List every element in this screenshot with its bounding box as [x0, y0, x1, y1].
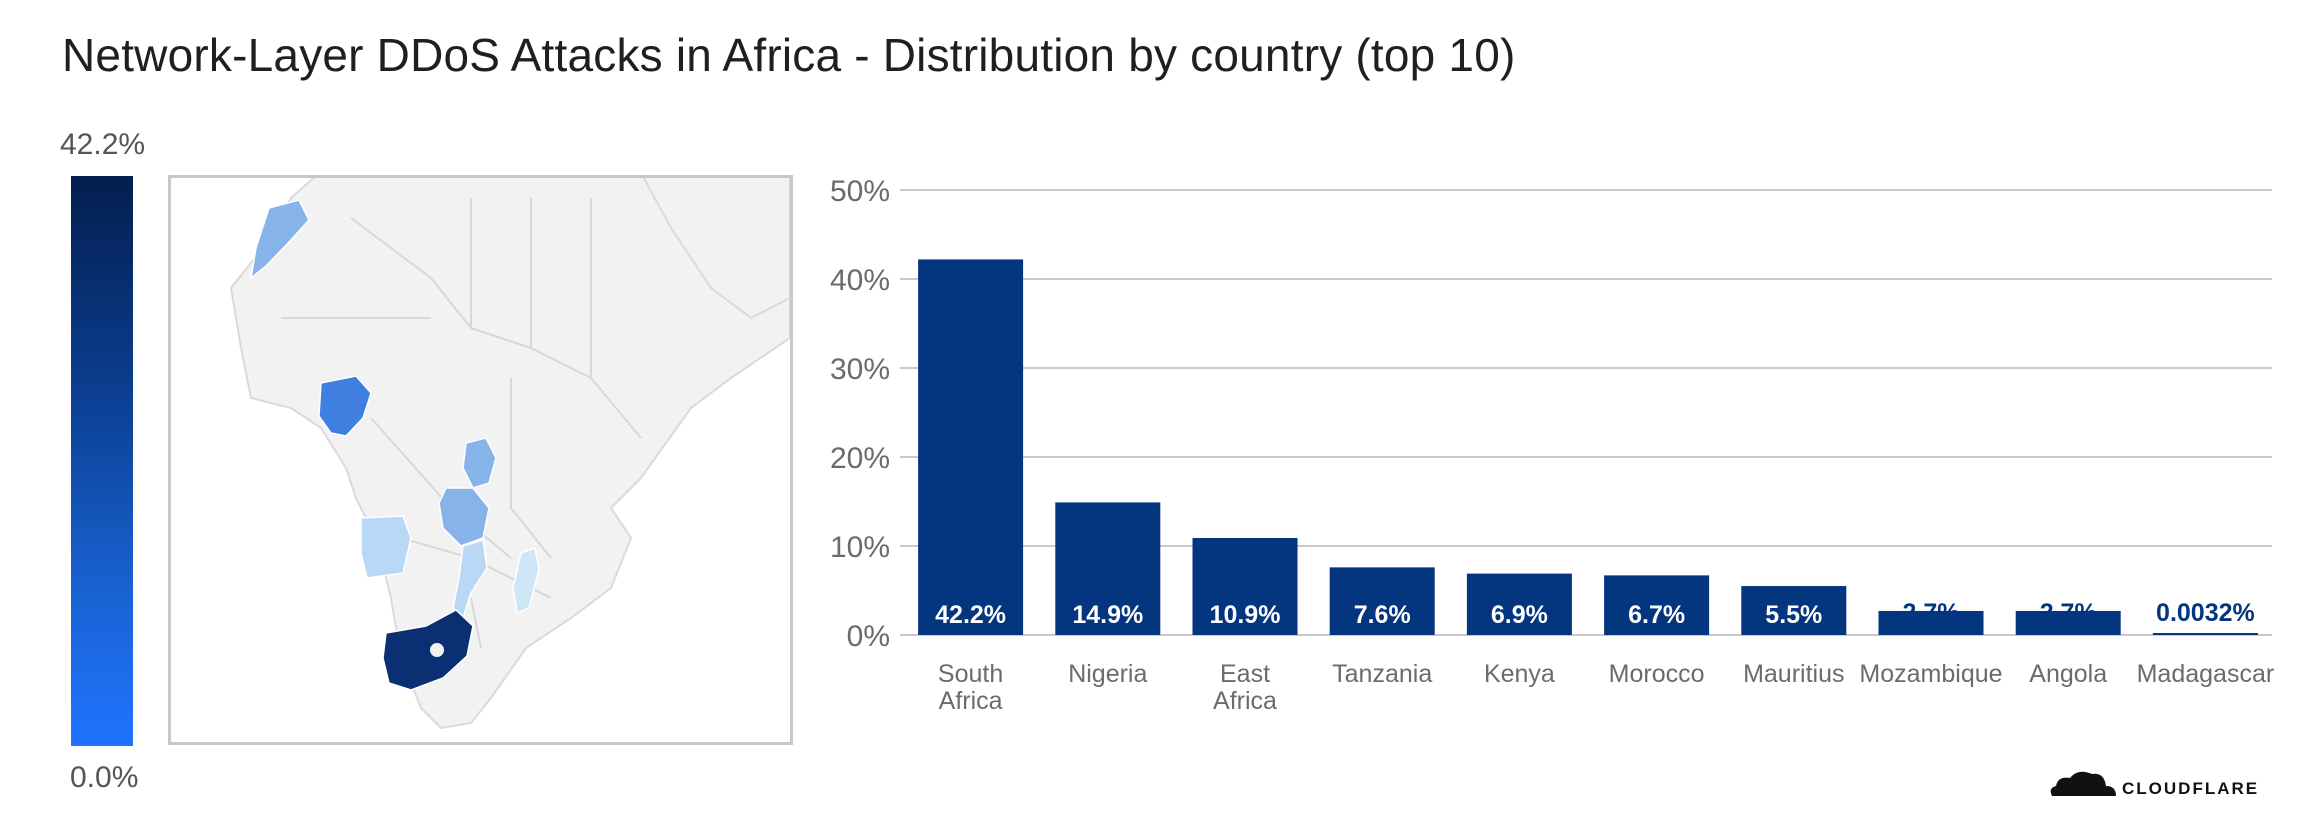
map-region-kenya [462, 437, 497, 489]
bar-mauritius [1741, 586, 1847, 635]
cloudflare-logo: CLOUDFLARE [2050, 771, 2259, 798]
x-tick-label: Nigeria [1068, 660, 1147, 688]
x-tick-label: Mozambique [1859, 660, 2002, 688]
x-tick-label: East [1220, 660, 1270, 688]
x-tick-label: Tanzania [1332, 660, 1432, 688]
x-tick-label: Africa [1213, 687, 1277, 715]
arabia-landmass [642, 178, 790, 320]
x-tick-label: Africa [939, 687, 1003, 715]
bar-value-label: 2.7% [2040, 599, 2097, 627]
map-region-south-africa [382, 609, 474, 691]
africa-choropleth-map [168, 175, 793, 745]
x-tick-label: Madagascar [2137, 660, 2275, 688]
bar-value-labels: 42.2% 14.9% 10.9% 7.6% 6.9% 6.7% 5.5% 2.7% 2.7% 0… [935, 599, 2255, 629]
x-tick-label: Mauritius [1743, 660, 1844, 688]
x-tick-label: South [938, 660, 1003, 688]
bar-value-label: 42.2% [935, 601, 1006, 629]
y-tick-label: 0% [847, 620, 890, 653]
x-tick-label: Angola [2029, 660, 2107, 688]
x-tick-label: Kenya [1484, 660, 1555, 688]
logo-wordmark: CLOUDFLARE [2122, 779, 2259, 798]
bar-value-label: 7.6% [1354, 601, 1411, 629]
y-tick-label: 40% [830, 264, 890, 297]
bar-value-label: 5.5% [1765, 601, 1822, 629]
bar-value-label: 6.9% [1491, 601, 1548, 629]
bar-value-label: 6.7% [1628, 601, 1685, 629]
map-region-lesotho [430, 643, 444, 657]
map-region-morocco [249, 199, 310, 280]
color-scale-legend [71, 176, 133, 746]
map-region-nigeria [318, 375, 372, 437]
bar-east-africa [1192, 537, 1298, 635]
bar-kenya [1466, 573, 1572, 635]
bar-value-label: 14.9% [1072, 601, 1143, 629]
bar-mozambique [1878, 610, 1984, 635]
country-borders [281, 198, 642, 649]
map-region-angola [360, 515, 412, 579]
bar-angola [2015, 610, 2121, 635]
y-tick-label: 20% [830, 442, 890, 475]
legend-max-label: 42.2% [60, 128, 146, 161]
bar-madagascar [2152, 633, 2258, 635]
y-axis-ticks: 0% 10% 20% 30% 40% 50% [830, 175, 890, 653]
bar-tanzania [1329, 567, 1435, 635]
y-tick-label: 50% [830, 175, 890, 208]
bar-morocco [1604, 575, 1710, 635]
map-region-mozambique [452, 539, 488, 620]
bar-value-label: 2.7% [1903, 599, 1960, 627]
cloud-icon [2050, 771, 2116, 796]
map-region-tanzania [438, 487, 490, 547]
bars [918, 259, 2258, 635]
bar-south-africa [918, 259, 1024, 635]
map-region-madagascar [512, 546, 540, 615]
x-tick-label: Morocco [1609, 660, 1705, 688]
legend-min-label: 0.0% [70, 761, 139, 794]
bar-value-label: 0.0032% [2156, 599, 2255, 627]
bar-value-label: 10.9% [1210, 601, 1281, 629]
bar-nigeria [1055, 502, 1161, 635]
y-tick-label: 10% [830, 531, 890, 564]
chart-title: Network-Layer DDoS Attacks in Africa - D… [62, 29, 1516, 81]
africa-map-svg [229, 178, 790, 730]
y-tick-label: 30% [830, 353, 890, 386]
